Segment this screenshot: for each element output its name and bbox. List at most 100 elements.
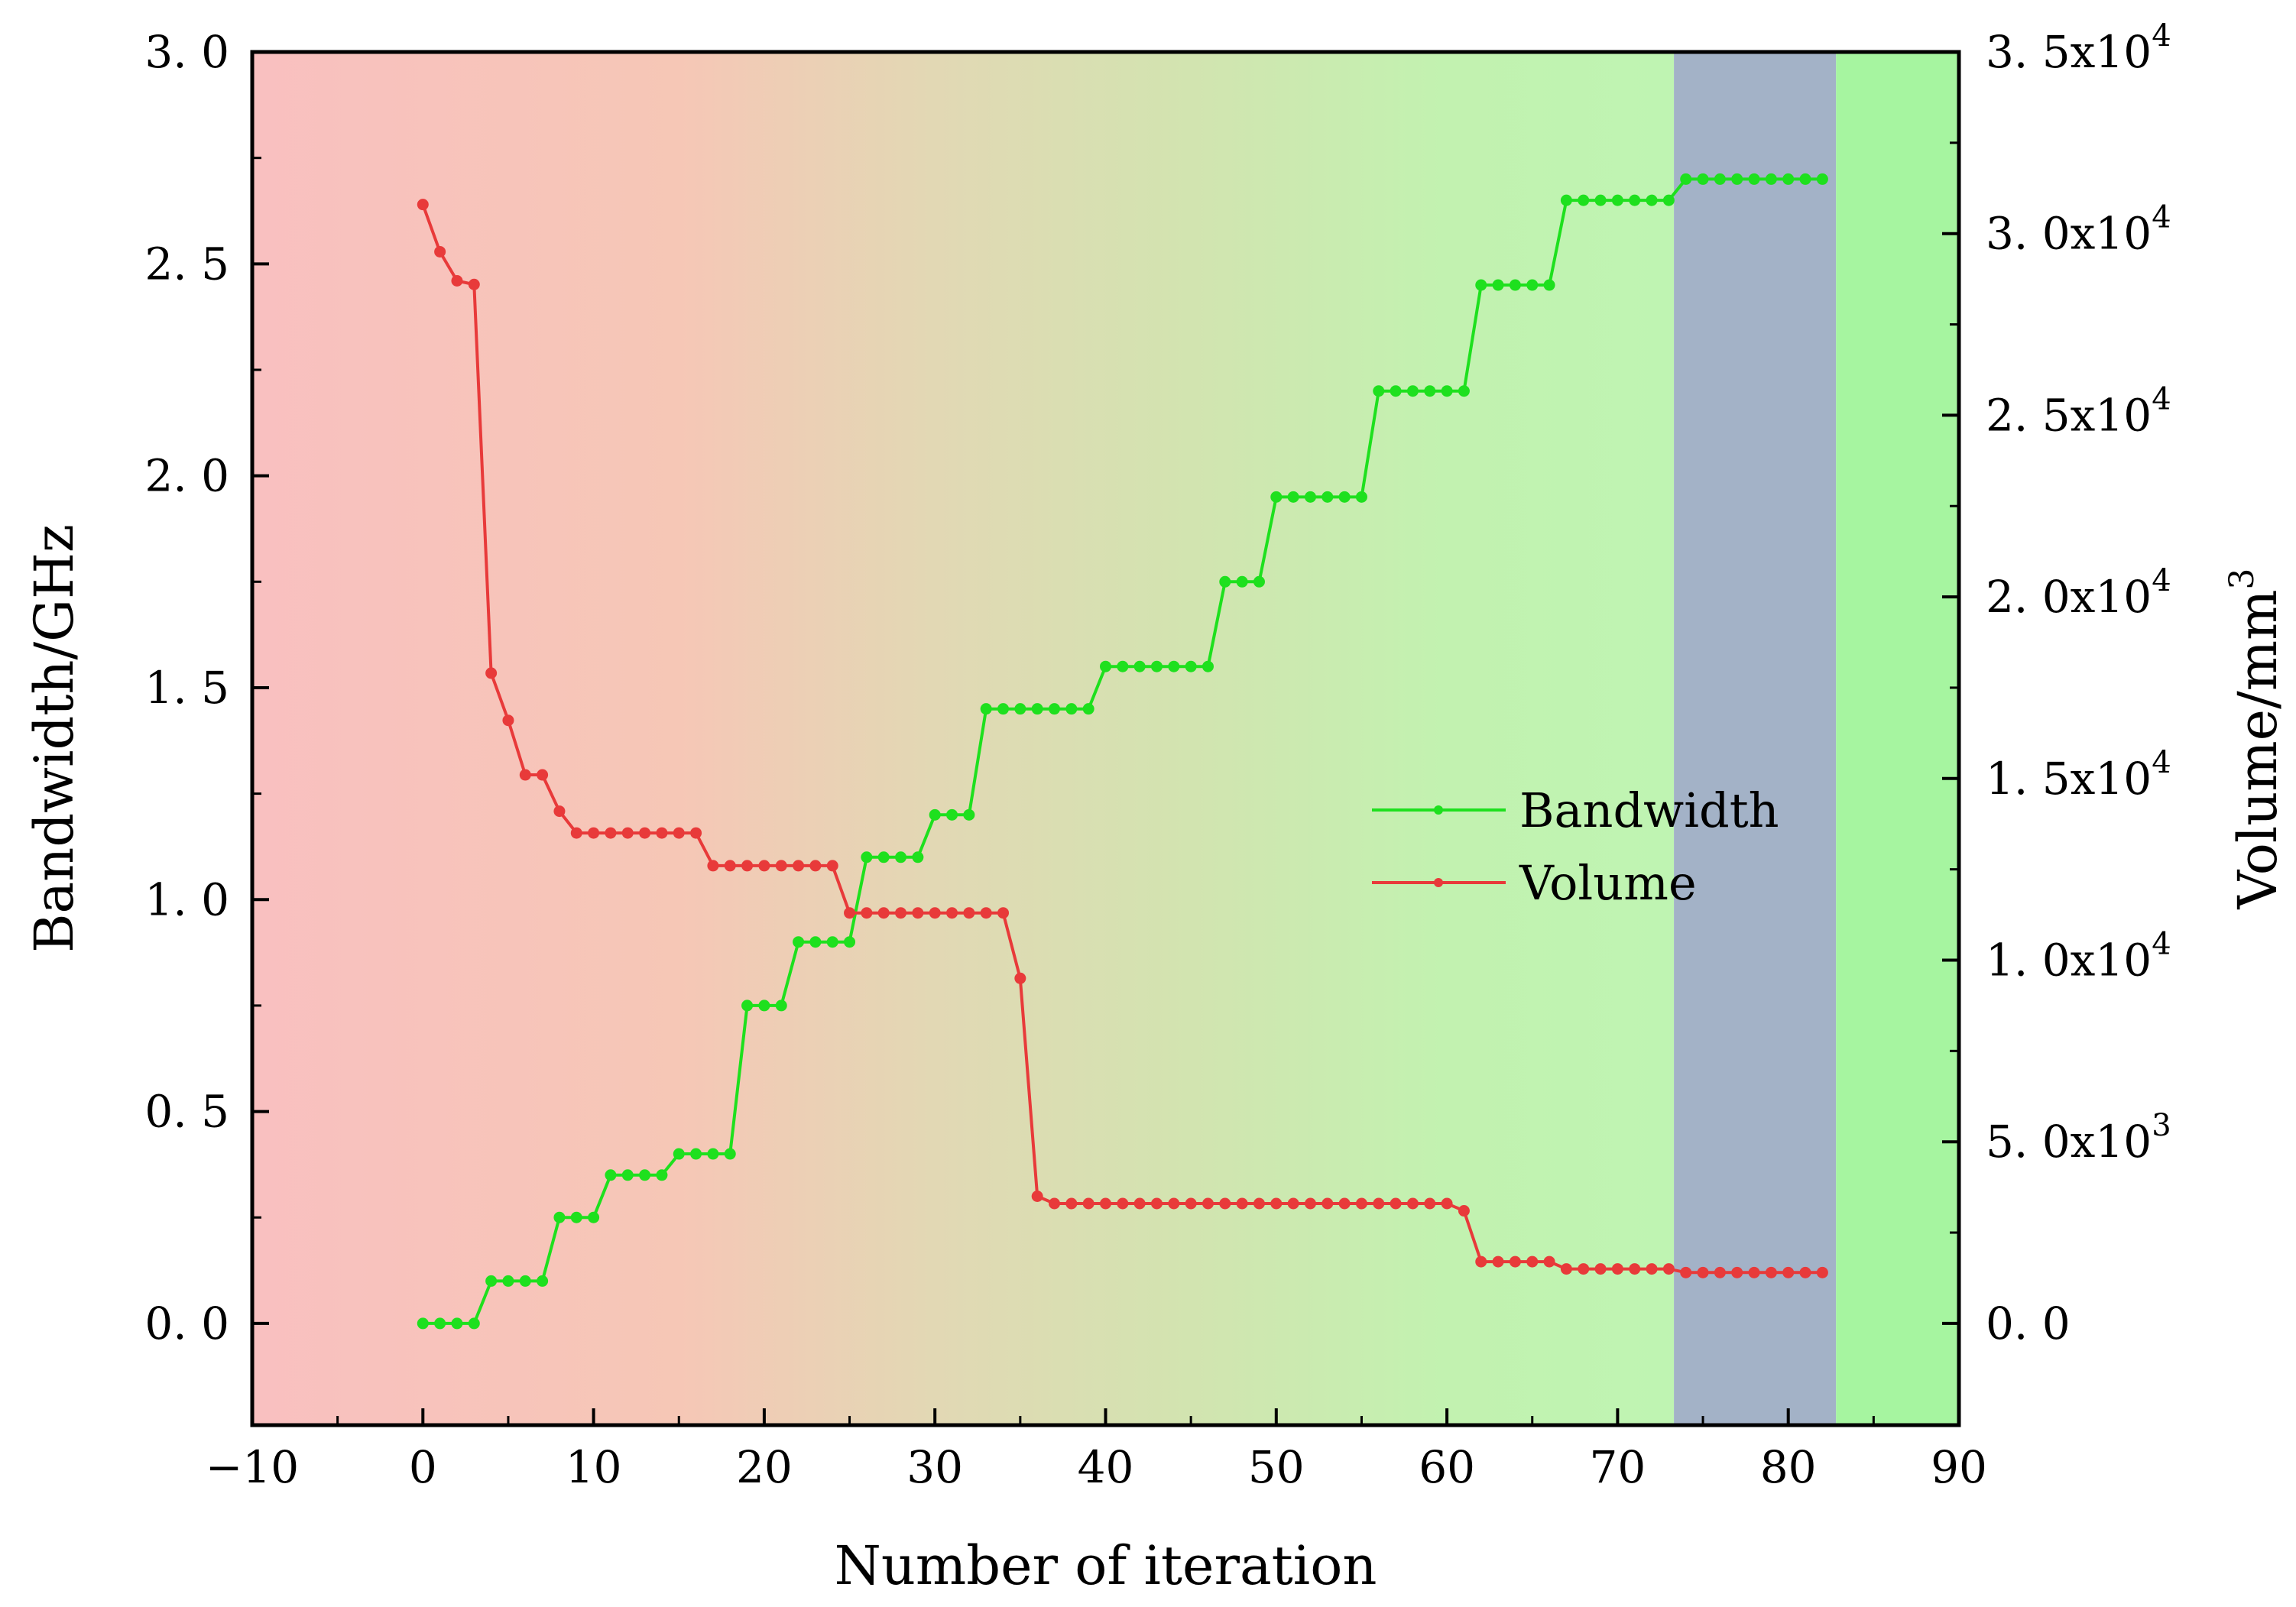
legend: Bandwidth Volume (1372, 782, 1779, 911)
tick-labels: −10 0 10 20 30 40 50 60 70 80 90 0. 0 0. 5 1. 0 1. 5 2.… (144, 18, 2171, 1493)
bandwidth-point-77 (1731, 173, 1743, 185)
bandwidth-point-63 (1492, 279, 1504, 291)
bandwidth-point-11 (605, 1169, 617, 1181)
volume-point-58 (1406, 1197, 1419, 1210)
plot-background (252, 52, 1959, 1425)
left-y-axis-title: Bandwidth/GHz (23, 524, 86, 953)
volume-point-0 (417, 199, 429, 211)
volume-point-52 (1304, 1197, 1316, 1210)
plot-frame (250, 50, 1961, 1427)
bandwidth-point-18 (724, 1148, 736, 1160)
volume-point-42 (1133, 1197, 1146, 1210)
volume-point-20 (758, 860, 770, 872)
bandwidth-point-57 (1390, 385, 1402, 397)
bandwidth-point-53 (1321, 491, 1334, 503)
volume-point-1 (434, 245, 446, 258)
right-y-axis-title-sup: 3 (2223, 569, 2262, 590)
bandwidth-point-14 (656, 1169, 668, 1181)
y-left-tick-label-4: 2. 0 (144, 450, 229, 502)
bandwidth-point-70 (1611, 194, 1623, 206)
bandwidth-point-33 (980, 703, 992, 715)
volume-point-31 (946, 907, 958, 919)
y-right-tick-label-1: 5. 0x103 (1986, 1108, 2171, 1168)
bandwidth-point-9 (570, 1211, 582, 1223)
volume-point-82 (1816, 1266, 1828, 1278)
volume-point-3 (468, 278, 480, 290)
volume-point-70 (1611, 1263, 1623, 1275)
volume-point-4 (485, 667, 498, 679)
y-right-tick-label-base: 1. 5x10 (1986, 753, 2152, 805)
volume-point-9 (570, 827, 582, 839)
volume-point-78 (1748, 1266, 1760, 1278)
bandwidth-point-16 (690, 1148, 702, 1160)
right-y-axis-title-base: Volume/mm (2226, 590, 2289, 910)
volume-point-19 (741, 860, 754, 872)
volume-point-81 (1799, 1266, 1811, 1278)
x-tick-label-7: 60 (1419, 1441, 1475, 1493)
x-tick-label-5: 40 (1078, 1441, 1134, 1493)
bandwidth-point-69 (1594, 194, 1607, 206)
volume-point-50 (1270, 1197, 1283, 1210)
bandwidth-point-20 (758, 1000, 770, 1012)
volume-point-79 (1765, 1266, 1777, 1278)
volume-point-8 (553, 805, 566, 818)
volume-point-48 (1236, 1197, 1248, 1210)
volume-point-47 (1219, 1197, 1231, 1210)
volume-point-2 (451, 275, 463, 287)
bandwidth-point-75 (1697, 173, 1709, 185)
bandwidth-point-25 (844, 936, 856, 948)
volume-point-65 (1526, 1255, 1539, 1268)
volume-point-62 (1475, 1255, 1487, 1268)
volume-point-10 (588, 827, 600, 839)
volume-point-25 (844, 907, 856, 919)
bandwidth-point-76 (1714, 173, 1726, 185)
bandwidth-point-21 (775, 1000, 787, 1012)
series-layer (417, 173, 1828, 1330)
volume-point-45 (1185, 1197, 1197, 1210)
bandwidth-point-41 (1117, 660, 1129, 672)
bandwidth-point-74 (1680, 173, 1692, 185)
volume-point-15 (673, 827, 685, 839)
volume-point-43 (1150, 1197, 1163, 1210)
bandwidth-point-43 (1150, 660, 1163, 672)
bandwidth-point-7 (537, 1275, 549, 1287)
bandwidth-point-23 (809, 936, 822, 948)
y-right-tick-label-base: 1. 0x10 (1986, 934, 2152, 986)
volume-point-75 (1697, 1266, 1709, 1278)
bandwidth-point-17 (707, 1148, 719, 1160)
volume-point-33 (980, 907, 992, 919)
bandwidth-point-12 (621, 1169, 634, 1181)
y-right-tick-label-base: 0. 0 (1986, 1298, 2071, 1349)
bandwidth-point-27 (877, 851, 890, 863)
bandwidth-point-54 (1338, 491, 1351, 503)
volume-point-16 (690, 827, 702, 839)
bandwidth-point-52 (1304, 491, 1316, 503)
y-left-tick-label-5: 2. 5 (144, 238, 229, 290)
volume-point-6 (519, 769, 531, 781)
y-left-tick-label-6: 3. 0 (144, 26, 229, 78)
bandwidth-point-67 (1560, 194, 1572, 206)
bandwidth-point-31 (946, 808, 958, 821)
bandwidth-point-29 (912, 851, 924, 863)
y-right-tick-label-0: 0. 0 (1986, 1298, 2071, 1349)
y-right-tick-label-sup: 4 (2152, 926, 2171, 961)
volume-point-22 (793, 860, 805, 872)
volume-point-63 (1492, 1255, 1504, 1268)
volume-point-54 (1338, 1197, 1351, 1210)
volume-point-24 (826, 860, 838, 872)
bandwidth-point-37 (1049, 703, 1061, 715)
bandwidth-point-3 (468, 1317, 480, 1330)
y-right-tick-label-7: 3. 5x104 (1986, 18, 2171, 78)
volume-point-18 (724, 860, 736, 872)
x-tick-label-3: 20 (736, 1441, 793, 1493)
volume-point-55 (1355, 1197, 1367, 1210)
bandwidth-point-40 (1100, 660, 1111, 672)
x-axis-title: Number of iteration (835, 1534, 1377, 1597)
volume-point-27 (877, 907, 890, 919)
volume-point-68 (1578, 1263, 1590, 1275)
bandwidth-point-35 (1014, 703, 1026, 715)
volume-point-67 (1560, 1263, 1572, 1275)
bandwidth-point-51 (1287, 491, 1299, 503)
volume-point-40 (1100, 1197, 1111, 1210)
volume-point-28 (895, 907, 907, 919)
